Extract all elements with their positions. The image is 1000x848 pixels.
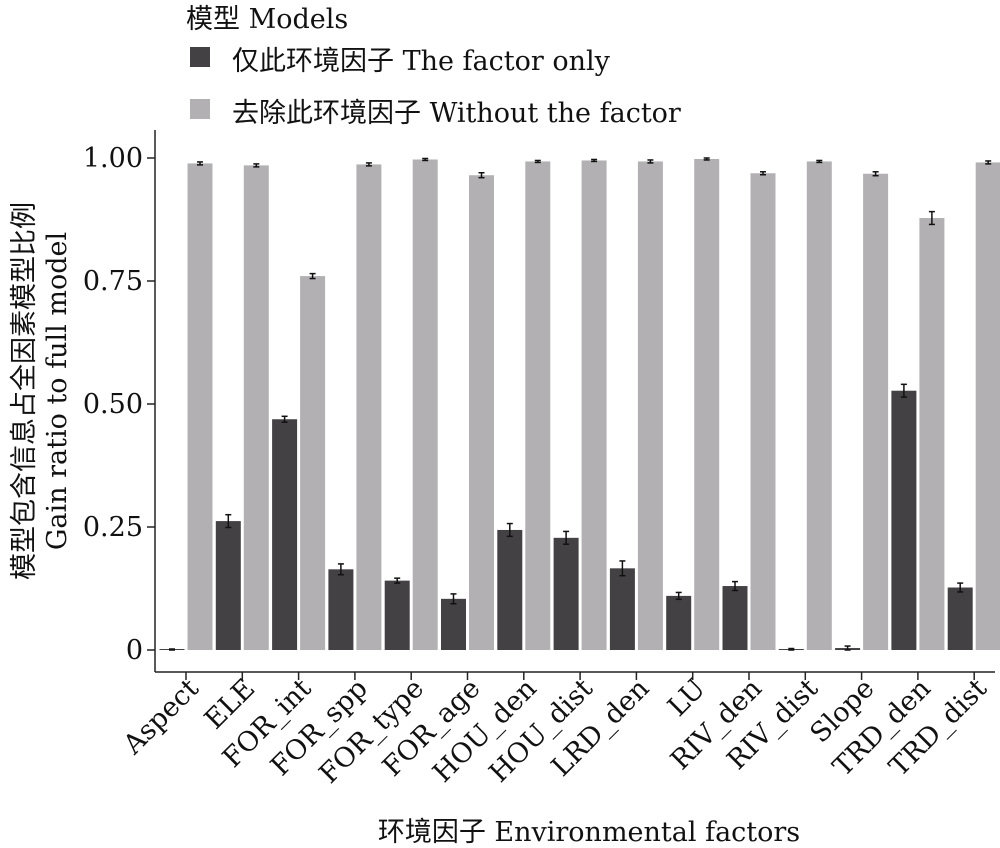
bar-factor-only	[947, 587, 973, 650]
bar-factor-only	[553, 537, 579, 650]
y-tick-label: 0.75	[83, 266, 143, 297]
bar-without-factor	[637, 161, 663, 650]
bar-factor-only	[891, 390, 917, 650]
x-tick-label: Aspect	[117, 673, 205, 761]
legend-label-without-factor: 去除此环境因子 Without the factor	[232, 98, 681, 129]
bar-factor-only	[497, 529, 523, 650]
y-axis-title-zh: 模型包含信息占全因素模型比例	[9, 202, 40, 580]
bar-without-factor	[806, 161, 832, 650]
y-axis-title-en: Gain ratio to full model	[42, 232, 73, 550]
bar-without-factor	[356, 164, 382, 650]
bar-factor-only	[215, 521, 241, 650]
x-axis-title: 环境因子 Environmental factors	[378, 817, 800, 848]
bar-without-factor	[243, 165, 269, 650]
bar-without-factor	[412, 159, 438, 650]
y-tick-label: 0	[126, 635, 143, 666]
y-tick-label: 0.50	[83, 389, 143, 420]
legend-label-factor-only: 仅此环境因子 The factor only	[232, 46, 611, 77]
bar-without-factor	[919, 218, 945, 651]
y-tick-label: 0.25	[83, 512, 143, 543]
bar-factor-only	[384, 580, 410, 650]
bar-without-factor	[863, 173, 889, 650]
bar-without-factor	[300, 276, 326, 650]
bar-without-factor	[581, 160, 607, 650]
legend: 模型 Models 仅此环境因子 The factor only 去除此环境因子…	[186, 4, 681, 129]
bar-factor-only	[441, 598, 466, 650]
bar-factor-only	[722, 586, 748, 650]
bar-without-factor	[975, 162, 1000, 651]
x-ticks: AspectELEFOR_intFOR_sppFOR_typeFOR_ageHO…	[117, 672, 993, 790]
y-axis-title: 模型包含信息占全因素模型比例 Gain ratio to full model	[9, 202, 73, 580]
legend-swatch-without-factor	[190, 99, 210, 119]
bar-factor-only	[272, 419, 298, 650]
y-ticks: 0 0.25 0.50 0.75 1.00	[83, 143, 155, 666]
bar-without-factor	[469, 175, 494, 650]
y-tick-label: 1.00	[83, 143, 143, 174]
legend-title: 模型 Models	[186, 4, 348, 35]
bar-without-factor	[525, 161, 551, 650]
bar-without-factor	[694, 158, 720, 650]
bar-factor-only	[666, 595, 692, 650]
bars	[159, 157, 1000, 651]
bar-factor-only	[609, 568, 635, 650]
bar-without-factor	[187, 163, 213, 651]
bar-factor-only	[328, 569, 354, 650]
legend-swatch-factor-only	[190, 47, 210, 67]
bar-without-factor	[750, 173, 776, 650]
